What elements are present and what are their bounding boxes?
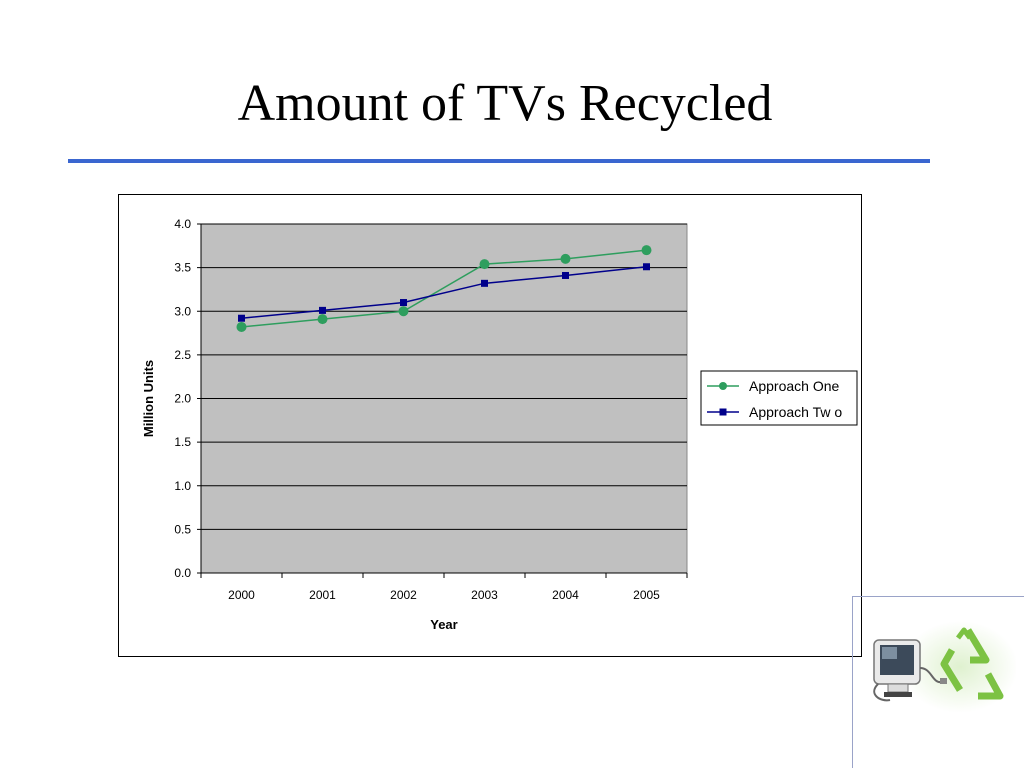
- series-1-point: [479, 259, 490, 270]
- series-1-point: [398, 306, 409, 317]
- x-tick-label: 2004: [552, 588, 579, 602]
- x-tick-label: 2003: [471, 588, 498, 602]
- x-tick-label: 2000: [228, 588, 255, 602]
- corner-rule-horizontal: [852, 596, 1024, 597]
- legend-label: Approach Tw o: [749, 404, 842, 420]
- y-tick-label: 0.5: [174, 522, 191, 536]
- y-tick-label: 3.5: [174, 261, 191, 275]
- series-line-2: [241, 266, 647, 319]
- x-tick-label: 2001: [309, 588, 336, 602]
- slide-title: Amount of TVs Recycled: [237, 75, 773, 132]
- series-2-point: [400, 299, 407, 307]
- x-axis-title: Year: [430, 617, 457, 632]
- legend-marker: [719, 382, 727, 390]
- series-1-point: [560, 253, 571, 264]
- y-tick-label: 2.0: [174, 392, 191, 406]
- series-2-point: [643, 263, 650, 271]
- chart-frame: 0.0 0.5 1.0 1.5 2.0 2.5 3.0 3.5 4.0 2000 2001 2002 2…: [118, 194, 862, 657]
- legend-marker: [719, 408, 727, 416]
- y-tick-label: 1.5: [174, 435, 191, 449]
- title-divider: [68, 159, 930, 163]
- y-axis-title: Million Units: [141, 360, 156, 437]
- series-1-point: [317, 314, 328, 325]
- x-tick-label: 2002: [390, 588, 417, 602]
- recycle-icon: [940, 627, 1004, 700]
- series-line-1: [241, 249, 647, 328]
- series-2-point: [481, 279, 488, 287]
- y-tick-label: 4.0: [174, 217, 191, 231]
- series-2-point: [562, 271, 569, 279]
- series-2-point: [319, 306, 326, 314]
- series-2-point: [238, 314, 245, 322]
- corner-rule-vertical: [852, 596, 853, 768]
- series-1-point: [236, 321, 247, 332]
- y-tick-label: 3.0: [174, 304, 191, 318]
- y-tick-label: 0.0: [174, 566, 191, 580]
- x-tick-label: 2005: [633, 588, 660, 602]
- legend-box: [700, 370, 858, 426]
- series-1-point: [641, 245, 652, 256]
- y-tick-label: 2.5: [174, 348, 191, 362]
- computer-monitor-icon: [873, 639, 947, 702]
- recycle-illustration: [873, 621, 1016, 712]
- y-tick-label: 1.0: [174, 479, 191, 493]
- line-chart: 0.0 0.5 1.0 1.5 2.0 2.5 3.0 3.5 4.0 2000 2001 2002 2…: [141, 217, 858, 632]
- legend-label: Approach One: [749, 378, 839, 394]
